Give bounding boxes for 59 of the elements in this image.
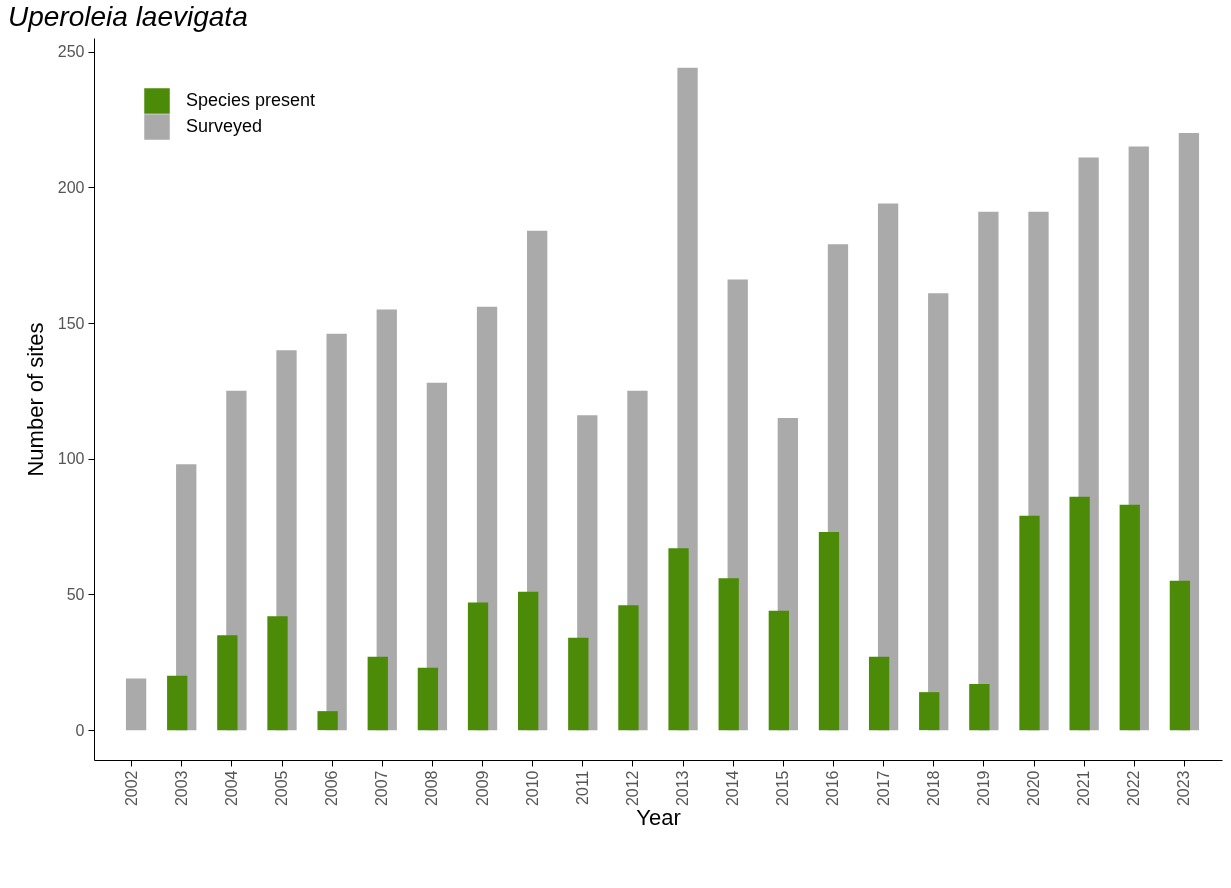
x-axis-title: Year [636,805,681,831]
legend-label: Surveyed [186,116,263,136]
y-tick-label: 0 [75,721,85,739]
x-tick-label: 2011 [573,770,591,805]
bar [518,591,539,731]
x-tick-label: 2012 [623,770,641,807]
bar [1069,496,1090,731]
x-tick-label: 2003 [172,770,190,807]
x-tick-label: 2017 [874,770,892,807]
bar [125,678,147,731]
y-tick-label: 200 [57,178,85,196]
x-tick-label: 2005 [273,770,290,807]
x-tick-label: 2016 [824,770,842,807]
bar [969,684,990,731]
y-tick-label: 50 [66,585,85,603]
bar [1019,515,1040,731]
x-tick-label: 2014 [724,770,742,807]
x-tick-label: 2002 [122,770,140,807]
bar [317,711,338,731]
x-tick-label: 2009 [473,770,491,807]
bar [217,635,238,731]
bar [618,605,639,731]
x-tick-label: 2018 [924,770,942,807]
bar [417,667,439,731]
y-axis-title: Number of sites [22,322,48,477]
bar [326,333,347,731]
chart-title: Uperoleia laevigata [8,1,248,32]
x-tick-label: 2008 [423,770,441,807]
bar [568,637,589,731]
x-tick-label: 2006 [323,770,341,807]
x-tick-label: 2022 [1125,770,1143,807]
y-tick-label: 100 [57,450,85,468]
y-tick-label: 250 [57,43,85,61]
bar [367,656,388,731]
x-tick-label: 2019 [974,770,992,807]
legend-label: Species present [186,90,316,110]
bar [877,203,899,731]
x-tick-label: 2004 [222,770,240,807]
bar [768,610,789,731]
bar [818,532,840,731]
bar [668,548,689,731]
bar [718,578,739,731]
x-tick-label: 2010 [523,770,541,807]
x-tick-label: 2021 [1075,770,1093,807]
x-tick-label: 2023 [1175,770,1193,807]
bar [978,211,999,731]
x-tick-label: 2007 [373,770,391,807]
x-tick-label: 2015 [774,770,792,807]
bar [1169,580,1191,731]
bar [928,293,949,731]
y-tick-label: 150 [57,314,85,332]
bar [467,602,489,731]
bar [1119,504,1140,731]
bar [267,616,288,731]
bar [919,692,940,731]
bar [167,675,188,731]
x-tick-label: 2013 [674,770,692,807]
x-tick-label: 2020 [1025,770,1042,807]
bar [868,656,890,731]
